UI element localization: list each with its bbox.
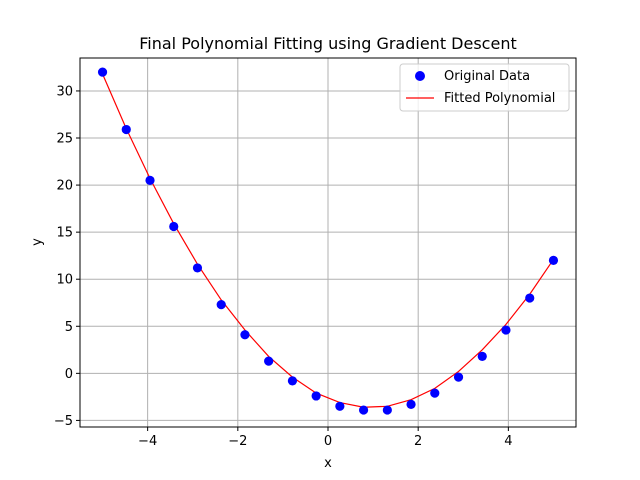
- x-tick-label: 0: [324, 434, 332, 449]
- data-point: [548, 255, 559, 265]
- data-point: [501, 325, 511, 335]
- x-axis-label: x: [324, 456, 332, 471]
- data-point: [216, 300, 226, 310]
- data-point: [169, 221, 179, 232]
- x-tick-label: 2: [414, 434, 422, 449]
- chart-title: Final Polynomial Fitting using Gradient …: [139, 34, 516, 53]
- data-point: [145, 175, 155, 185]
- data-point: [358, 405, 369, 415]
- data-point: [525, 293, 535, 303]
- y-tick-label: 25: [56, 132, 73, 147]
- fitted-polynomial-line: [101, 73, 554, 408]
- x-tick-label: −2: [228, 434, 247, 449]
- legend-label-original-data: Original Data: [444, 69, 530, 84]
- data-point: [287, 376, 298, 386]
- legend-box: [399, 63, 570, 112]
- y-tick-label: −5: [54, 414, 73, 429]
- data-point: [477, 351, 487, 362]
- data-point: [453, 372, 464, 382]
- data-point: [382, 405, 392, 415]
- data-point: [311, 391, 321, 401]
- data-point: [240, 330, 250, 340]
- data-point: [430, 388, 440, 398]
- x-tick-label: −4: [138, 434, 157, 449]
- y-tick-label: 15: [56, 226, 73, 241]
- y-tick-label: 30: [56, 84, 73, 99]
- fitted-line-layer: [101, 73, 554, 408]
- x-tick-label: 4: [504, 434, 512, 449]
- y-axis-label: y: [30, 238, 45, 246]
- data-point: [335, 401, 345, 411]
- data-point: [406, 399, 416, 410]
- data-point: [97, 67, 108, 77]
- y-tick-label: 0: [65, 367, 73, 382]
- y-tick-label: 20: [56, 179, 73, 194]
- x-ticks: −4 −2 0 2 4: [138, 427, 513, 449]
- legend-label-fitted-polynomial: Fitted Polynomial: [444, 91, 555, 106]
- data-point: [192, 263, 203, 273]
- data-point: [264, 356, 274, 366]
- y-ticks: −5 0 5 10 15 20 25 30: [54, 84, 80, 429]
- y-tick-label: 10: [56, 273, 73, 288]
- scatter-points-layer: [97, 67, 559, 415]
- data-point: [121, 124, 131, 135]
- y-tick-label: 5: [65, 320, 73, 335]
- legend-scatter-marker: [415, 71, 425, 81]
- grid-lines: [80, 58, 576, 427]
- legend: Original Data Fitted Polynomial: [399, 63, 570, 112]
